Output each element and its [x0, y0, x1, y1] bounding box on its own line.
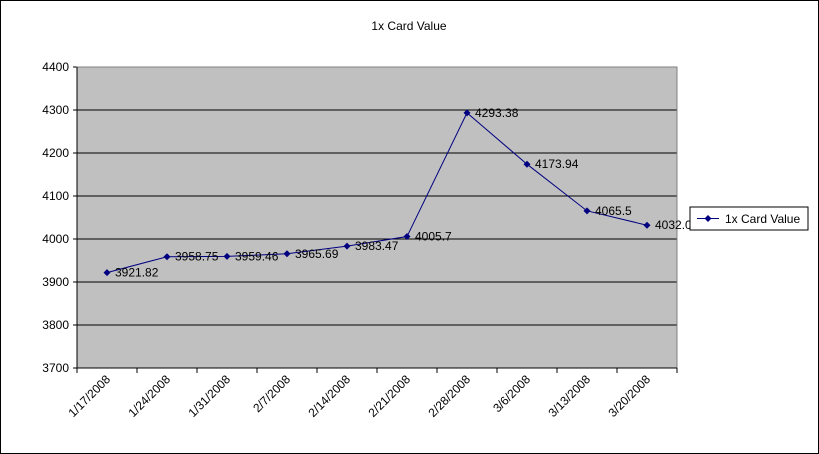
- data-label: 3958.75: [175, 250, 219, 264]
- data-point: [343, 242, 351, 250]
- legend-label: 1x Card Value: [725, 212, 800, 226]
- y-tick-label: 3700: [42, 361, 69, 375]
- series-line: [106, 112, 648, 274]
- data-label: 3965.69: [295, 247, 339, 261]
- legend-box: [689, 206, 809, 231]
- data-point: [463, 109, 471, 117]
- data-label: 3921.82: [115, 266, 159, 280]
- legend-marker: [704, 215, 712, 222]
- data-point: [223, 252, 231, 260]
- y-tick-label: 4300: [42, 103, 69, 117]
- data-point: [283, 250, 291, 258]
- data-point: [103, 269, 111, 277]
- plot-background: [77, 67, 677, 368]
- data-label: 3959.46: [235, 249, 279, 263]
- legend: 1x Card Value: [689, 206, 809, 231]
- data-label: 4032.08: [655, 218, 699, 232]
- y-tick-label: 4400: [42, 60, 69, 74]
- y-tick-label: 4000: [42, 232, 69, 246]
- y-tick-label: 4100: [42, 189, 69, 203]
- data-label: 4005.7: [415, 230, 452, 244]
- plot-area: 370038003900400041004200430044001/17/200…: [42, 60, 698, 420]
- data-point: [583, 207, 591, 215]
- data-point: [163, 253, 171, 261]
- data-label: 3983.47: [355, 239, 399, 253]
- y-tick-label: 3800: [42, 318, 69, 332]
- chart-title: 1x Card Value: [371, 19, 446, 33]
- y-tick-label: 3900: [42, 275, 69, 289]
- data-point: [403, 233, 411, 241]
- data-label: 4173.94: [535, 157, 579, 171]
- data-point: [523, 160, 531, 168]
- y-tick-label: 4200: [42, 146, 69, 160]
- data-label: 4065.5: [595, 204, 632, 218]
- data-label: 4293.38: [475, 106, 519, 120]
- data-point: [643, 221, 651, 229]
